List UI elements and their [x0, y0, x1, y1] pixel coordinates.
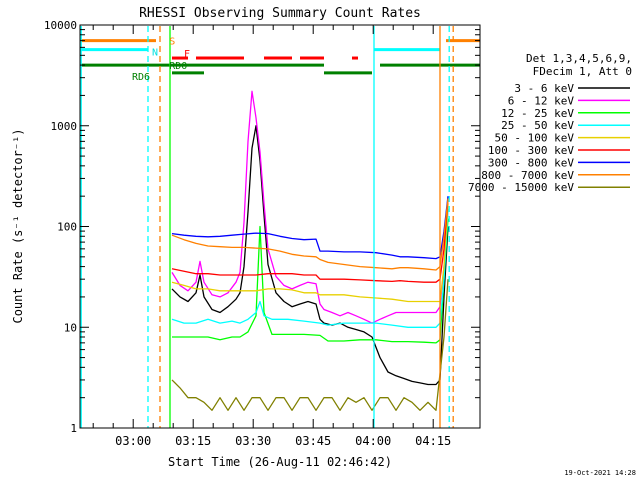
series-line-7	[171, 198, 449, 271]
y-tick-label-2: 100	[57, 221, 77, 234]
x-tick-label-5: 04:15	[415, 434, 451, 448]
legend: Det 1,3,4,5,6,9,FDecim 1, Att 0 3 - 6 keV…	[468, 52, 632, 194]
data-series	[171, 90, 449, 411]
series-line-3	[171, 208, 449, 328]
x-axis-label: Start Time (26-Aug-11 02:46:42)	[168, 455, 392, 469]
legend-label-4: 50 - 100 keV	[495, 132, 575, 145]
legend-label-0: 3 - 6 keV	[514, 82, 574, 95]
legend-label-8: 7000 - 15000 keV	[468, 181, 574, 194]
chart-title: RHESSI Observing Summary Count Rates	[139, 6, 421, 21]
x-tick-label-0: 03:00	[115, 434, 151, 448]
status-label-rd0: RD0	[169, 61, 187, 72]
legend-title-line-0: Det 1,3,4,5,6,9,	[526, 52, 632, 65]
legend-label-2: 12 - 25 keV	[501, 107, 574, 120]
series-line-6	[171, 196, 449, 260]
status-label-n: N	[152, 48, 158, 59]
status-label-rd6: RD6	[132, 72, 150, 83]
legend-label-6: 300 - 800 keV	[488, 156, 574, 169]
x-tick-label-4: 04:00	[355, 434, 391, 448]
y-tick-label-1: 10	[64, 321, 77, 334]
legend-label-7: 800 - 7000 keV	[481, 169, 574, 182]
x-tick-label-2: 03:30	[235, 434, 271, 448]
y-tick-label-0: 1	[70, 422, 77, 435]
legend-label-5: 100 - 300 keV	[488, 144, 574, 157]
legend-label-3: 25 - 50 keV	[501, 119, 574, 132]
series-line-0	[171, 125, 449, 386]
axes: 1 10 100 1000 10000 03:00 03:15 03:30 03:45 04:00…	[44, 19, 480, 448]
series-line-4	[171, 203, 449, 303]
status-label-f: F	[184, 49, 190, 60]
footer-date: 19-Oct-2021 14:28	[564, 469, 636, 477]
series-line-2	[172, 218, 449, 344]
y-axis-label: Count Rate (s⁻¹ detector⁻¹)	[11, 128, 25, 323]
legend-label-1: 6 - 12 keV	[508, 94, 575, 107]
x-tick-label-1: 03:15	[175, 434, 211, 448]
y-tick-label-3: 1000	[51, 120, 78, 133]
x-tick-label-3: 03:45	[295, 434, 331, 448]
series-line-5	[171, 198, 449, 283]
status-bars	[80, 39, 480, 75]
series-line-8	[171, 279, 449, 411]
status-label-s: S	[169, 37, 175, 48]
series-line-1	[171, 90, 449, 324]
y-tick-label-4: 10000	[44, 19, 77, 32]
legend-title-line-1: FDecim 1, Att 0	[533, 65, 632, 78]
